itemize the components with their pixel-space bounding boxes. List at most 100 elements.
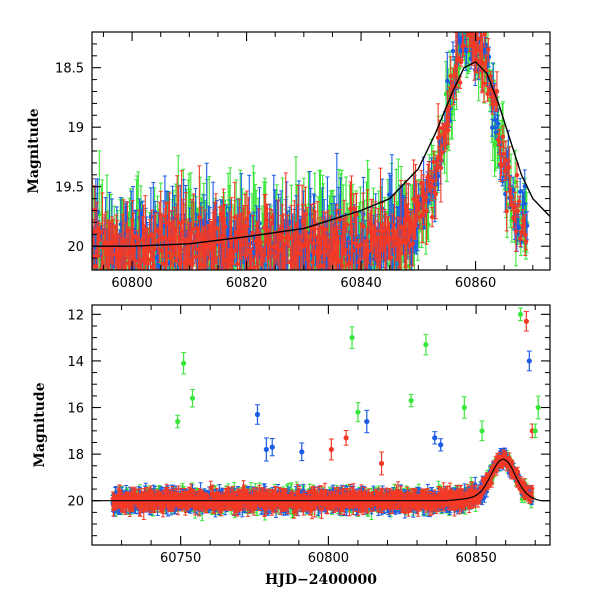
data-point — [503, 157, 509, 162]
data-point — [339, 263, 345, 268]
data-point — [486, 47, 491, 52]
data-point — [366, 249, 371, 254]
data-point — [447, 104, 452, 109]
data-point — [303, 211, 308, 217]
data-point — [296, 280, 300, 284]
data-point — [507, 165, 512, 170]
data-point — [151, 263, 156, 268]
data-point — [431, 159, 436, 165]
data-point — [372, 228, 378, 234]
data-point — [311, 240, 316, 246]
data-point — [450, 48, 456, 54]
data-point — [524, 223, 530, 228]
data-point — [464, 49, 469, 54]
data-point — [494, 88, 500, 94]
data-point — [252, 265, 257, 270]
data-point — [182, 272, 186, 276]
data-point — [492, 117, 498, 123]
data-point — [307, 265, 312, 270]
data-point — [426, 174, 432, 179]
data-point — [461, 43, 466, 48]
data-point — [355, 270, 359, 274]
data-point — [466, 22, 470, 26]
data-point — [231, 254, 236, 259]
data-point — [153, 228, 158, 234]
data-point — [499, 163, 504, 169]
data-point — [400, 239, 405, 245]
data-point — [507, 189, 513, 194]
data-point — [501, 151, 506, 156]
data-point — [371, 294, 375, 298]
data-point — [230, 271, 234, 275]
data-point — [457, 80, 463, 85]
data-point — [222, 224, 228, 230]
data-point — [248, 251, 253, 257]
data-point — [92, 253, 96, 259]
data-point — [93, 263, 98, 269]
data-point — [178, 248, 183, 253]
data-point — [468, 21, 472, 25]
data-point — [127, 260, 132, 265]
data-point — [508, 194, 514, 199]
data-point — [196, 247, 201, 252]
data-point — [428, 183, 434, 188]
data-point — [243, 252, 248, 258]
data-point — [331, 240, 337, 245]
data-point — [475, 36, 481, 41]
data-point — [133, 258, 138, 264]
data-point — [490, 94, 495, 100]
data-point — [375, 235, 381, 240]
data-point — [500, 134, 506, 139]
data-point — [242, 224, 248, 229]
data-point — [474, 20, 478, 24]
data-point — [407, 243, 413, 249]
data-point — [466, 0, 470, 4]
data-point — [429, 214, 435, 220]
data-point — [485, 91, 490, 97]
data-point — [436, 155, 442, 161]
data-point — [293, 273, 297, 277]
data-point — [495, 121, 501, 126]
data-point — [486, 54, 492, 60]
data-point — [310, 259, 315, 265]
data-point — [464, 11, 468, 15]
data-point — [424, 208, 429, 213]
data-point — [157, 272, 161, 276]
data-point — [289, 235, 294, 240]
data-point — [145, 261, 150, 267]
data-point — [221, 244, 226, 250]
data-point — [343, 247, 348, 252]
data-point — [482, 32, 487, 37]
data-point — [97, 229, 103, 235]
data-point — [472, 26, 476, 30]
data-point — [191, 226, 196, 232]
data-point — [180, 282, 184, 286]
data-point — [457, 65, 462, 71]
data-point — [101, 273, 105, 277]
data-point — [468, 27, 472, 31]
data-point — [423, 195, 429, 200]
data-point — [436, 173, 441, 178]
data-point — [158, 213, 163, 219]
data-point — [470, 25, 474, 29]
data-point — [467, 12, 471, 16]
data-point — [335, 240, 341, 245]
data-point — [477, 17, 481, 21]
data-point — [194, 254, 199, 259]
data-point — [319, 235, 324, 241]
data-point — [504, 209, 509, 214]
data-point — [458, 59, 464, 65]
data-point — [197, 215, 202, 220]
data-point — [303, 270, 307, 274]
data-point — [430, 178, 436, 184]
data-point — [469, 16, 473, 20]
data-point — [462, 2, 466, 6]
data-point — [478, 22, 482, 26]
data-point — [419, 212, 425, 217]
data-point — [165, 250, 170, 255]
data-point — [354, 212, 359, 217]
data-point — [445, 108, 450, 114]
data-point — [235, 261, 240, 266]
data-point — [306, 270, 310, 274]
top-plot-area — [92, 0, 550, 298]
